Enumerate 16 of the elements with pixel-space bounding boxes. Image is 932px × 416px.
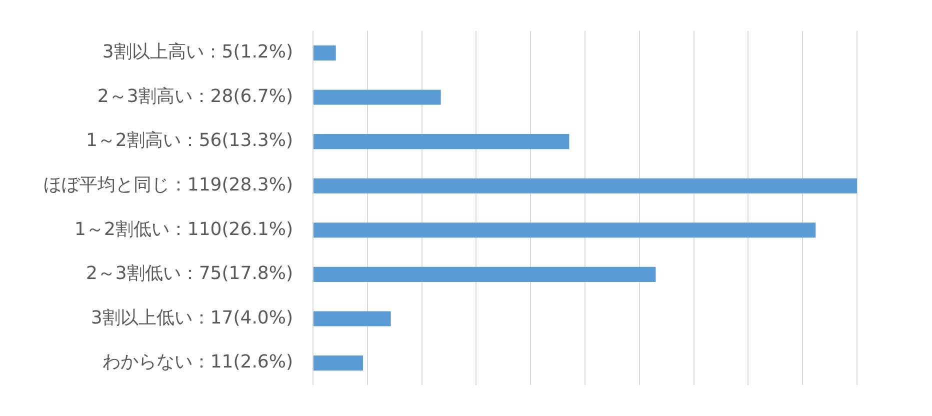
bar xyxy=(314,45,336,60)
bar xyxy=(314,178,857,194)
y-tick-label: 1～2割高い：56(13.3%) xyxy=(86,130,293,152)
bar xyxy=(314,90,441,105)
bar xyxy=(314,311,391,326)
bar xyxy=(314,266,656,282)
y-tick-label: 3割以上低い：17(4.0%) xyxy=(90,307,293,328)
y-tick-label: 2～3割高い：28(6.7%) xyxy=(97,86,293,107)
bar xyxy=(314,222,816,238)
y-tick-label: 1～2割低い：110(26.1%) xyxy=(74,218,293,240)
y-tick-label: わからない：11(2.6%) xyxy=(102,352,293,373)
y-tick-label: 3割以上高い：5(1.2%) xyxy=(102,42,293,63)
bar xyxy=(314,134,570,150)
y-tick-label: 2～3割低い：75(17.8%) xyxy=(86,263,293,284)
y-tick-label: ほぼ平均と同じ：119(28.3%) xyxy=(43,174,293,196)
bar xyxy=(314,356,364,371)
